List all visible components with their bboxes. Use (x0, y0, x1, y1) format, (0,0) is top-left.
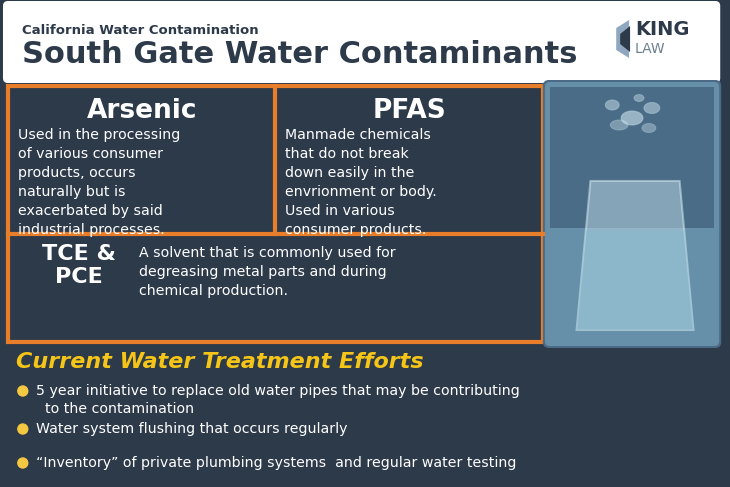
FancyBboxPatch shape (3, 1, 721, 83)
Ellipse shape (642, 124, 656, 132)
Ellipse shape (621, 111, 643, 125)
Polygon shape (577, 181, 694, 330)
Circle shape (18, 458, 28, 468)
Text: Manmade chemicals
that do not break
down easily in the
envrionment or body.
Used: Manmade chemicals that do not break down… (285, 128, 437, 237)
Polygon shape (577, 231, 694, 330)
Text: Used in the processing
of various consumer
products, occurs
naturally but is
exa: Used in the processing of various consum… (18, 128, 180, 237)
Ellipse shape (610, 120, 628, 130)
Text: California Water Contamination: California Water Contamination (22, 24, 258, 37)
Polygon shape (620, 26, 630, 52)
Text: KING: KING (635, 20, 690, 39)
Ellipse shape (644, 102, 660, 113)
FancyBboxPatch shape (543, 80, 721, 348)
Ellipse shape (634, 94, 644, 101)
Polygon shape (616, 20, 629, 58)
FancyBboxPatch shape (8, 86, 543, 342)
Text: Water system flushing that occurs regularly: Water system flushing that occurs regula… (36, 422, 347, 436)
Text: A solvent that is commonly used for
degreasing metal parts and during
chemical p: A solvent that is commonly used for degr… (139, 246, 396, 298)
Circle shape (18, 386, 28, 396)
Text: 5 year initiative to replace old water pipes that may be contributing
  to the c: 5 year initiative to replace old water p… (36, 384, 520, 416)
Text: Current Water Treatment Efforts: Current Water Treatment Efforts (16, 352, 423, 372)
FancyBboxPatch shape (550, 87, 714, 228)
Text: TCE &
PCE: TCE & PCE (42, 244, 116, 287)
Text: “Inventory” of private plumbing systems  and regular water testing: “Inventory” of private plumbing systems … (36, 456, 516, 470)
Text: Arsenic: Arsenic (86, 98, 197, 124)
Ellipse shape (605, 100, 619, 110)
Circle shape (18, 424, 28, 434)
Text: South Gate Water Contaminants: South Gate Water Contaminants (22, 40, 577, 69)
Text: PFAS: PFAS (372, 98, 446, 124)
FancyBboxPatch shape (545, 82, 719, 346)
Text: LAW: LAW (635, 42, 666, 56)
